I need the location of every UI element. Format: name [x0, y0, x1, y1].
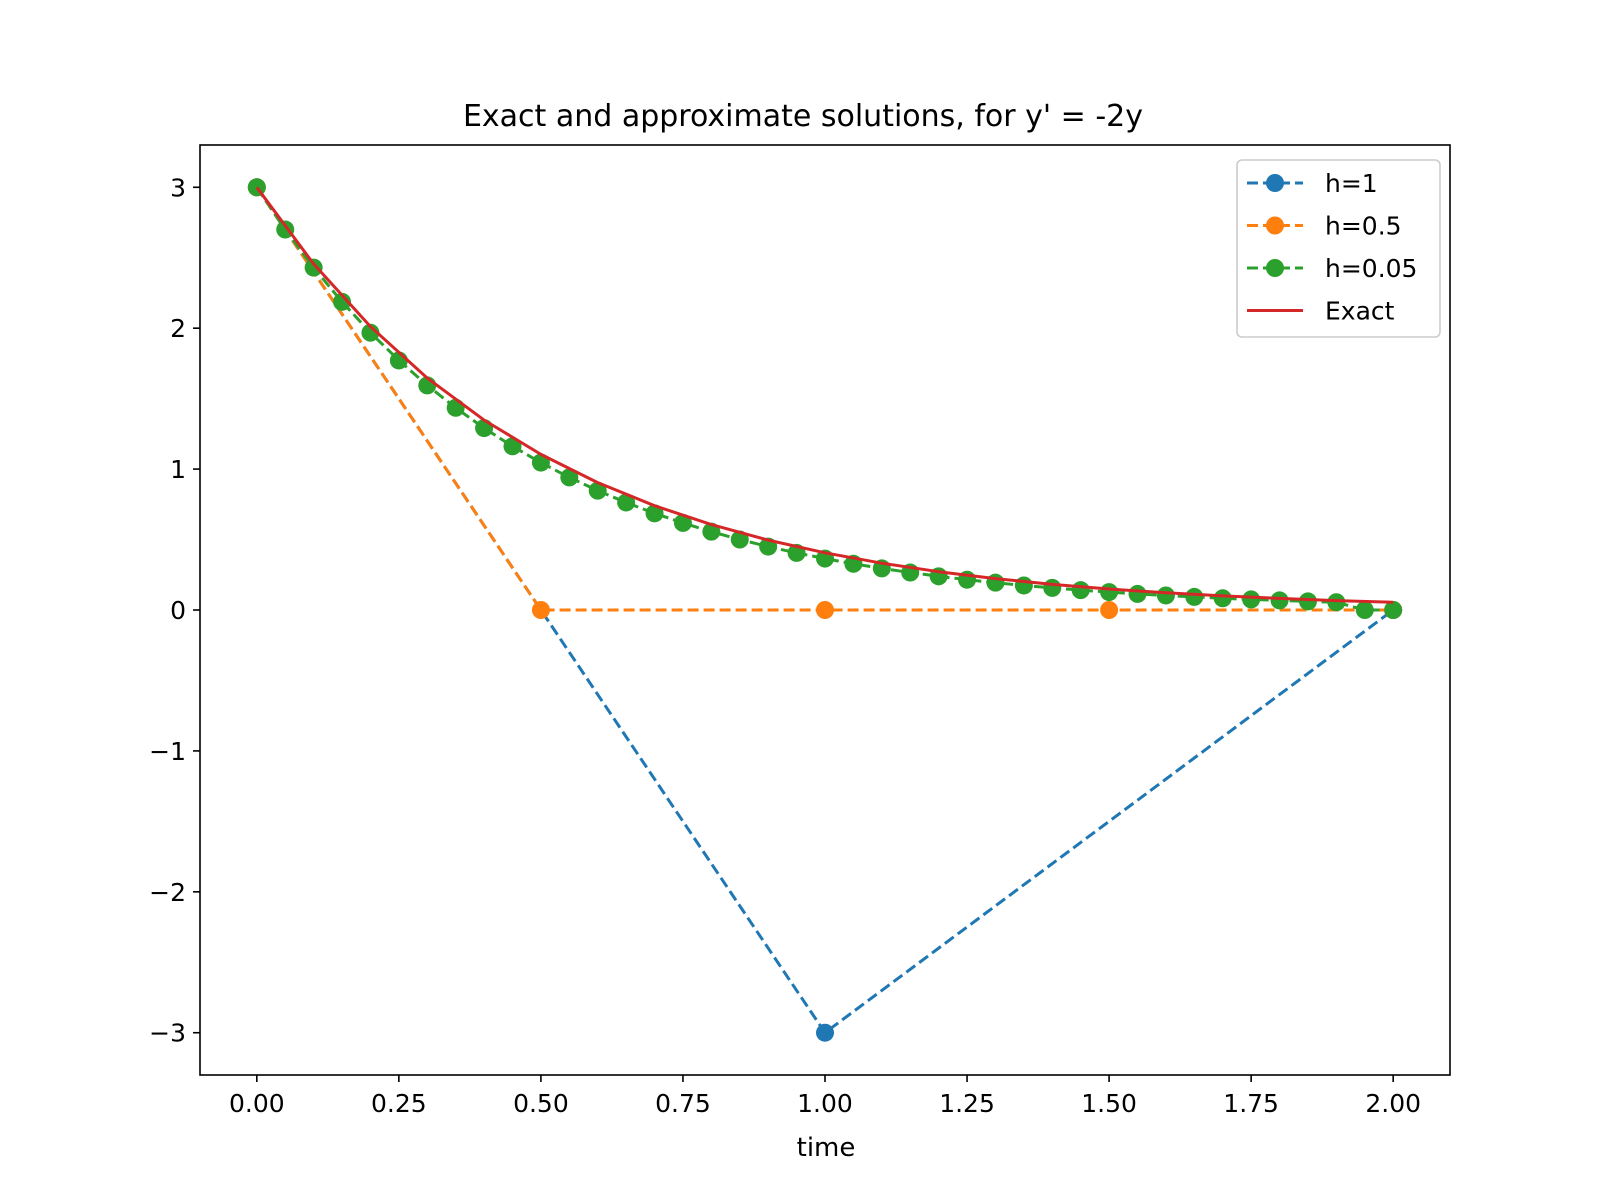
data-point-h-0-05 [446, 398, 465, 417]
data-point-h-0-05 [645, 504, 664, 523]
x-tick-label: 2.00 [1365, 1089, 1421, 1118]
data-point-h-0-05 [1156, 586, 1175, 605]
x-tick-label: 1.00 [797, 1089, 853, 1118]
legend-label: h=0.05 [1325, 254, 1417, 283]
data-point-h-0-05 [333, 292, 352, 311]
data-point-h-0-5 [816, 601, 834, 619]
y-tick-label: −2 [149, 878, 186, 907]
data-point-h-0-5 [531, 601, 550, 619]
data-point-h-0-05 [361, 323, 380, 342]
y-tick-label: −1 [149, 737, 186, 766]
legend-label: h=0.5 [1325, 212, 1402, 241]
series-h-0-05 [247, 178, 1403, 619]
legend-swatch-marker [1266, 216, 1284, 235]
plot-area [247, 178, 1403, 1042]
data-point-h-0-05 [1043, 578, 1062, 597]
data-point-h-0-05 [1100, 583, 1119, 602]
data-point-h-0-5 [1100, 601, 1119, 619]
x-tick-label: 0.50 [513, 1089, 569, 1118]
legend: h=1 h=0.5 h=0.05 Exact [1236, 159, 1441, 338]
series-line-h-0-05 [255, 186, 1394, 612]
x-tick-label: 1.75 [1223, 1089, 1279, 1118]
data-point-h-0-05 [1384, 601, 1403, 619]
data-point-h-0-05 [1298, 592, 1317, 611]
data-point-h-0-05 [617, 493, 636, 512]
legend-label: Exact [1325, 297, 1395, 326]
data-point-h-0-05 [1270, 591, 1289, 610]
data-point-h-0-05 [1242, 590, 1261, 609]
data-point-h-0-05 [1128, 584, 1147, 603]
y-tick-label: 2 [170, 314, 186, 343]
x-tick-label: 0.25 [371, 1089, 427, 1118]
series-exact [255, 186, 1394, 604]
x-axis-label: time [797, 1133, 856, 1163]
x-tick-label: 1.25 [939, 1089, 995, 1118]
data-point-h-0-05 [503, 437, 522, 456]
axes: 0.00 0.25 0.50 0.75 1.00 1.25 1.50 1.75 2.00 −3 −2… [149, 173, 1421, 1118]
legend-box [1236, 159, 1441, 338]
legend-label: h=1 [1325, 169, 1378, 198]
data-point-h-0-05 [1014, 576, 1033, 595]
x-tick-label: 1.50 [1081, 1089, 1137, 1118]
x-tick-label: 0.75 [655, 1089, 711, 1118]
y-tick-label: 3 [170, 173, 186, 202]
data-point-h-0-05 [1355, 601, 1374, 619]
data-point-h-0-05 [588, 481, 607, 500]
data-point-h-0-05 [1185, 587, 1204, 606]
y-tick-label: −3 [149, 1019, 186, 1048]
legend-swatch-marker [1266, 174, 1284, 192]
data-point-h-0-05 [560, 468, 579, 487]
y-tick-label: 0 [170, 596, 186, 625]
y-tick-label: 1 [170, 455, 186, 484]
data-point-h-0-05 [673, 513, 692, 532]
data-point-h-0-05 [304, 258, 323, 277]
chart-title: Exact and approximate solutions, for y' … [463, 99, 1143, 134]
x-tick-label: 0.00 [229, 1089, 285, 1118]
data-point-h-0-05 [1327, 593, 1346, 612]
data-point-h-1 [816, 1023, 834, 1042]
axes-frame [199, 144, 1451, 1076]
data-point-h-0-05 [1213, 589, 1232, 608]
series-line-exact [255, 186, 1394, 604]
legend-swatch-marker [1266, 259, 1284, 277]
data-point-h-0-05 [1071, 581, 1090, 600]
